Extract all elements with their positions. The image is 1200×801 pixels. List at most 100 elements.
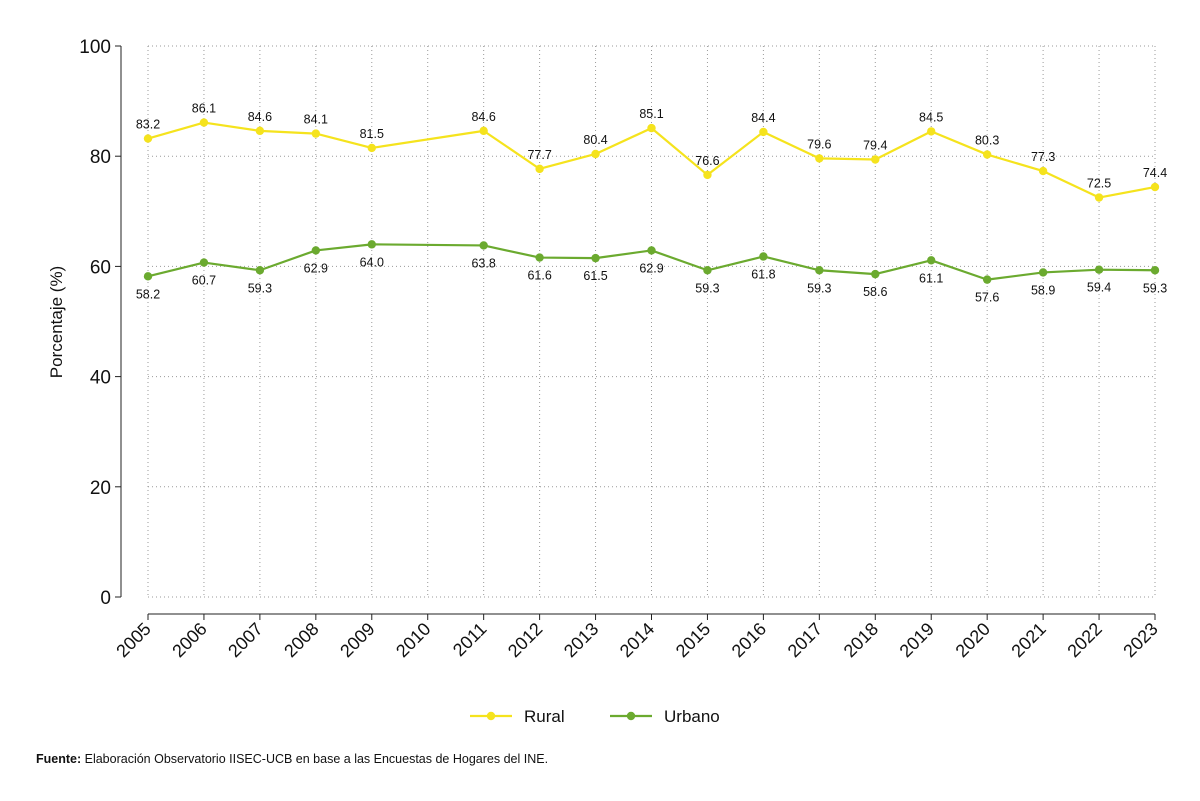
data-label-urbano: 62.9 <box>639 261 663 275</box>
data-label-urbano: 58.9 <box>1031 283 1055 297</box>
data-label-urbano: 58.6 <box>863 285 887 299</box>
x-tick-label: 2021 <box>1007 619 1049 661</box>
x-tick-label: 2017 <box>784 619 826 661</box>
data-point-urbano <box>647 246 656 255</box>
data-label-urbano: 61.5 <box>583 269 607 283</box>
data-point-urbano <box>1094 265 1104 274</box>
source-label: Fuente: <box>36 752 82 766</box>
data-label-rural: 84.6 <box>471 110 495 124</box>
data-point-rural <box>1094 193 1104 202</box>
x-tick-label: 2007 <box>224 619 266 661</box>
data-point-urbano <box>311 246 321 255</box>
data-label-urbano: 59.3 <box>695 281 719 295</box>
data-label-urbano: 59.3 <box>248 281 272 295</box>
data-point-urbano <box>479 241 488 250</box>
data-label-rural: 76.6 <box>695 154 719 168</box>
data-label-urbano: 61.8 <box>751 267 775 281</box>
data-label-urbano: 63.8 <box>471 256 495 270</box>
x-tick-label: 2010 <box>392 619 434 661</box>
data-point-rural <box>367 143 376 153</box>
data-label-urbano: 60.7 <box>192 274 216 288</box>
data-label-rural: 84.5 <box>919 110 943 124</box>
data-label-urbano: 59.3 <box>1143 281 1167 295</box>
data-point-rural <box>703 170 712 180</box>
legend-marker-urbano <box>626 711 636 721</box>
data-label-rural: 72.5 <box>1087 177 1111 191</box>
data-label-rural: 80.3 <box>975 134 999 148</box>
data-label-urbano: 64.0 <box>360 255 384 269</box>
x-tick-label: 2014 <box>616 619 658 661</box>
x-tick-label: 2019 <box>896 619 938 661</box>
data-label-rural: 84.1 <box>304 113 328 127</box>
data-label-rural: 84.6 <box>248 110 272 124</box>
x-tick-label: 2008 <box>280 619 322 661</box>
data-point-rural <box>871 155 880 164</box>
y-tick-label: 40 <box>90 368 111 389</box>
data-label-urbano: 61.1 <box>919 271 943 285</box>
legend-label-urbano: Urbano <box>664 707 720 726</box>
x-tick-label: 2018 <box>840 619 882 661</box>
data-label-urbano: 59.3 <box>807 281 831 295</box>
legend-marker-rural <box>486 711 496 721</box>
y-tick-label: 80 <box>90 147 111 168</box>
data-label-rural: 84.4 <box>751 111 775 125</box>
data-label-rural: 77.3 <box>1031 150 1055 164</box>
data-label-rural: 85.1 <box>639 107 663 121</box>
data-label-rural: 74.4 <box>1143 166 1167 180</box>
axes: 0 20 40 60 80 100 2005 2006 2007 2008 2009 2010 2011… <box>79 37 1162 661</box>
data-point-rural <box>647 123 656 133</box>
x-tick-label: 2016 <box>728 619 770 661</box>
x-tick-label: 2012 <box>504 619 546 661</box>
data-point-urbano <box>1038 268 1048 277</box>
x-tick-label: 2015 <box>672 619 714 661</box>
source-text: Elaboración Observatorio IISEC-UCB en ba… <box>81 752 549 766</box>
data-point-rural <box>927 127 936 136</box>
legend: Rural Urbano <box>470 707 720 726</box>
y-axis-title: Porcentaje (%) <box>47 266 66 378</box>
y-tick-label: 0 <box>100 588 111 609</box>
data-point-urbano <box>927 256 936 265</box>
data-labels: 83.2 86.1 84.6 84.1 81.5 84.6 77.7 80.4 85.1 76.6… <box>136 102 1167 305</box>
data-point-urbano <box>1150 266 1160 275</box>
data-point-rural <box>255 126 265 136</box>
data-label-urbano: 58.2 <box>136 287 160 301</box>
x-tick-label: 2022 <box>1063 619 1105 661</box>
y-tick-label: 20 <box>90 478 111 499</box>
series-line-rural <box>147 121 1156 199</box>
data-point-rural <box>199 118 209 127</box>
x-tick-label: 2005 <box>112 619 154 661</box>
data-point-urbano <box>255 266 265 275</box>
y-tick-label: 60 <box>90 257 111 278</box>
data-label-urbano: 59.4 <box>1087 281 1111 295</box>
data-label-rural: 83.2 <box>136 118 160 132</box>
data-point-rural <box>1150 182 1160 192</box>
data-label-rural: 79.6 <box>807 137 831 151</box>
data-point-urbano <box>815 266 824 275</box>
legend-label-rural: Rural <box>524 707 565 726</box>
data-point-urbano <box>143 272 153 281</box>
data-point-rural <box>591 149 600 159</box>
data-label-rural: 80.4 <box>583 133 607 147</box>
x-tick-label: 2023 <box>1119 619 1161 661</box>
data-point-urbano <box>591 253 600 263</box>
series <box>143 118 1160 284</box>
data-point-rural <box>1038 166 1048 176</box>
source-note: Fuente: Elaboración Observatorio IISEC-U… <box>36 752 548 766</box>
data-label-urbano: 61.6 <box>527 269 551 283</box>
series-line-urbano <box>147 243 1156 281</box>
data-label-rural: 77.7 <box>527 148 551 162</box>
data-point-urbano <box>703 266 712 275</box>
x-tick-label: 2013 <box>560 619 602 661</box>
x-tick-label: 2006 <box>168 619 210 661</box>
data-point-urbano <box>367 240 376 249</box>
data-label-rural: 86.1 <box>192 102 216 116</box>
data-point-rural <box>311 129 321 138</box>
y-tick-label: 100 <box>79 37 111 58</box>
x-tick-label: 2009 <box>336 619 378 661</box>
data-point-rural <box>479 126 488 136</box>
x-tick-label: 2020 <box>952 619 994 661</box>
data-point-urbano <box>199 258 209 267</box>
x-tick-label: 2011 <box>449 619 491 661</box>
data-point-rural <box>143 134 153 143</box>
